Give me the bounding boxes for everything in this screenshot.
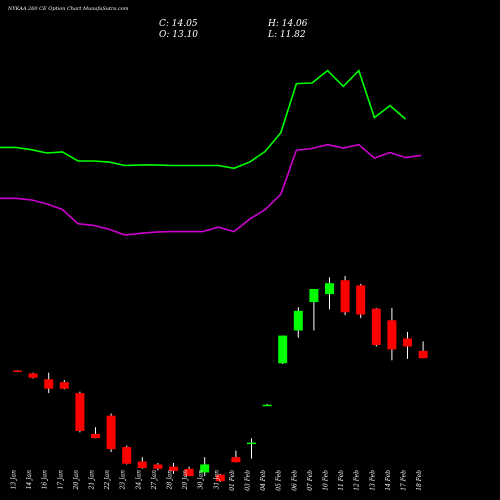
x-tick-label: 16 Jan [42, 470, 49, 490]
x-tick-label: 21 Jan [89, 470, 96, 491]
candle [325, 277, 334, 310]
candle [122, 445, 132, 465]
candle-body [356, 285, 366, 315]
candle-body [215, 474, 225, 482]
candle-body [200, 464, 210, 473]
x-tick-label: 22 Jan [104, 470, 111, 491]
candle [153, 462, 163, 471]
x-tick-label: 27 Jan [151, 470, 158, 491]
candle-body [122, 446, 132, 464]
x-tick-label: 03 Feb [245, 470, 252, 491]
x-tick-label: 12 Feb [354, 470, 361, 491]
candle [231, 450, 241, 463]
x-tick-label: 11 Feb [338, 470, 345, 491]
x-tick-label: 14 Feb [385, 470, 392, 491]
candle-body [262, 404, 272, 407]
candle [169, 462, 178, 474]
x-tick-label: 17 Jan [57, 470, 64, 490]
candle [371, 307, 381, 347]
x-tick-label: 10 Feb [323, 470, 330, 491]
candle [91, 427, 100, 439]
candle [59, 379, 69, 390]
x-tick-label: 13 Jan [11, 470, 18, 490]
x-tick-label: 29 Jan [182, 470, 189, 491]
chart-title: NYKAA 260 CE Option Chart MunafaSutra.co… [7, 6, 129, 12]
candle [387, 307, 397, 361]
candle-body [28, 373, 38, 378]
candle-body [309, 288, 319, 303]
candle [200, 457, 210, 477]
x-tick-label: 05 Feb [276, 470, 283, 491]
candle [278, 335, 288, 364]
candle-body [418, 350, 428, 359]
candle [44, 372, 54, 394]
candlesticks [13, 275, 428, 482]
x-tick-label: 18 Feb [416, 470, 423, 491]
candle-body [371, 308, 381, 346]
candle [137, 457, 147, 469]
candle-body [403, 338, 412, 347]
x-tick-label: 20 Jan [73, 470, 80, 491]
low-value: L: 11.82 [267, 30, 306, 40]
candle [418, 341, 428, 359]
candle [184, 466, 194, 477]
candle [13, 370, 22, 373]
candle [340, 275, 350, 316]
candle-body [44, 379, 54, 389]
x-tick-label: 04 Feb [260, 470, 267, 491]
candle-body [387, 320, 397, 350]
candle [106, 413, 116, 453]
candle-body [184, 468, 194, 477]
candle [293, 307, 303, 338]
x-tick-label: 13 Feb [369, 470, 376, 491]
candle-body [91, 433, 100, 439]
candle [247, 438, 256, 459]
candle-body [278, 335, 288, 364]
candle-body [231, 457, 241, 463]
candle-body [340, 280, 350, 313]
candle-body [137, 461, 147, 469]
x-tick-label: 06 Feb [291, 470, 298, 491]
x-tick-label: 28 Jan [167, 470, 174, 491]
close-value: C: 14.05 [159, 19, 198, 29]
high-value: H: 14.06 [267, 19, 308, 29]
candle-body [169, 466, 178, 471]
candle [356, 283, 366, 319]
candle-body [153, 464, 163, 469]
candle-body [75, 393, 85, 431]
candle [309, 288, 319, 331]
candle [215, 473, 225, 482]
candle-body [325, 283, 334, 295]
x-tick-label: 01 Feb [229, 470, 236, 491]
x-tick-label: 23 Jan [120, 470, 127, 491]
candle [75, 391, 85, 433]
x-axis-labels: 13 Jan 14 Jan 16 Jan 17 Jan 20 Jan 21 Jan 22 J… [11, 470, 424, 491]
indicator-bands [0, 69, 422, 236]
candle-body [59, 382, 69, 389]
lower-band-line [0, 143, 422, 236]
candle-body [106, 415, 116, 450]
open-value: O: 13.10 [159, 30, 198, 40]
x-tick-label: 17 Feb [401, 470, 408, 491]
x-tick-label: 07 Feb [307, 470, 314, 491]
x-tick-label: 14 Jan [26, 470, 33, 490]
x-tick-label: 30 Jan [198, 470, 205, 490]
upper-band-line [0, 69, 407, 170]
candle-body [247, 442, 256, 445]
candle-body [13, 370, 22, 373]
candle [403, 331, 412, 359]
x-tick-label: 24 Jan [135, 470, 142, 491]
candle [28, 372, 38, 379]
x-tick-label: 31 Jan [213, 470, 220, 490]
candle [262, 404, 272, 407]
candle-body [293, 310, 303, 331]
